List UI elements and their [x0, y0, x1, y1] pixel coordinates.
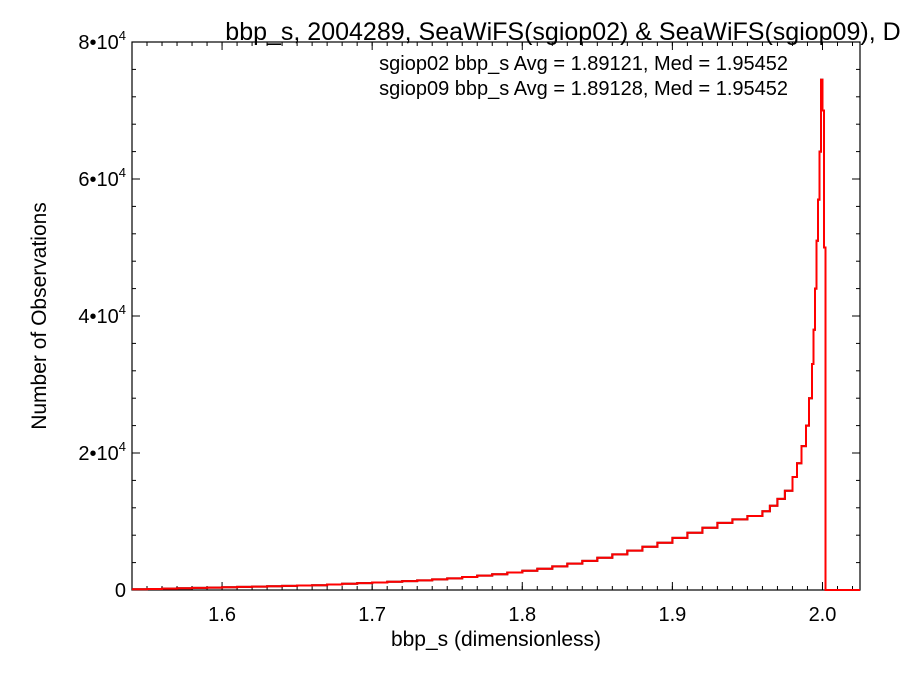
y-tick-label: 2•104	[78, 439, 126, 465]
series-group	[132, 78, 860, 591]
x-tick-label: 1.6	[208, 604, 236, 626]
series-line-0	[132, 78, 860, 591]
x-tick-label: 1.8	[508, 604, 536, 626]
y-tick-base: 4•10	[78, 306, 118, 328]
y-tick-exponent: 4	[119, 302, 126, 317]
x-axis: 1.6 1.7 1.8 1.9 2.0	[146, 42, 853, 626]
y-tick-base: 8•10	[78, 32, 118, 54]
chart-title: bbp_s, 2004289, SeaWiFS(sgiop02) & SeaWi…	[225, 18, 900, 46]
annotation-sgiop02: sgiop02 bbp_s Avg = 1.89121, Med = 1.954…	[379, 53, 788, 75]
plot-frame	[131, 41, 861, 591]
y-tick-base: 6•10	[78, 169, 118, 191]
y-tick-exponent: 4	[119, 28, 126, 43]
x-tick-label: 2.0	[809, 604, 837, 626]
y-axis-label: Number of Observations	[28, 202, 51, 430]
y-tick-label: 4•104	[78, 302, 126, 328]
y-tick-base: 0	[115, 580, 126, 602]
y-tick-exponent: 4	[119, 439, 126, 454]
series-line-1	[132, 78, 860, 591]
x-tick-label: 1.7	[358, 604, 386, 626]
y-tick-label: 6•104	[78, 165, 126, 191]
y-tick-label: 0	[115, 580, 126, 602]
annotation-sgiop09: sgiop09 bbp_s Avg = 1.89128, Med = 1.954…	[379, 78, 788, 100]
x-tick-label: 1.9	[658, 604, 686, 626]
x-axis-label: bbp_s (dimensionless)	[391, 628, 601, 651]
y-tick-exponent: 4	[119, 165, 126, 180]
y-tick-base: 2•10	[78, 443, 118, 465]
y-tick-label: 8•104	[78, 28, 126, 54]
